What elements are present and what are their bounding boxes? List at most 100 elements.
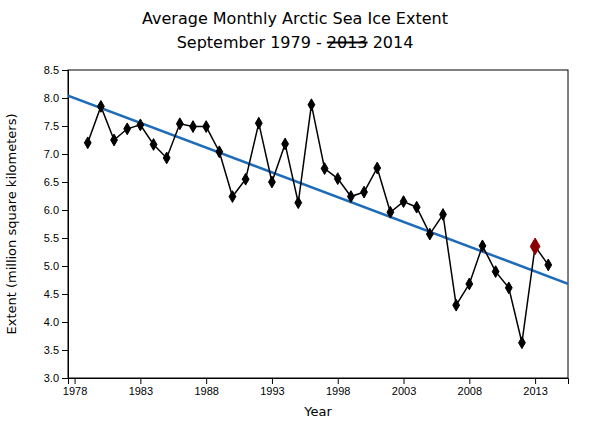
y-axis: 3.0 3.5 4.0 4.5 5.0 5.5 6.0 6.5 7.0 7.5 8.0 8.5	[44, 64, 69, 384]
x-tick: 1998	[326, 378, 350, 397]
data-point	[282, 138, 289, 150]
x-tick-label: 1978	[63, 385, 87, 397]
y-tick-label: 4.5	[44, 288, 59, 300]
x-tick-mark	[535, 378, 536, 384]
subtitle-part: 2013	[327, 33, 368, 52]
data-point	[97, 101, 104, 113]
data-point	[163, 152, 170, 164]
data-point	[203, 121, 210, 133]
data-point	[347, 191, 354, 203]
y-tick-mark	[62, 378, 68, 379]
y-tick-label: 8.5	[44, 64, 59, 76]
y-tick-label: 3.0	[44, 372, 59, 384]
subtitle-part: 2014	[368, 33, 414, 52]
x-tick-mark	[469, 378, 470, 384]
trend-line	[68, 96, 568, 284]
x-tick-label: 1988	[194, 385, 218, 397]
y-tick: 8.5	[44, 64, 68, 76]
data-point	[387, 206, 394, 218]
y-tick: 6.5	[44, 176, 68, 188]
data-point	[505, 282, 512, 294]
y-tick: 7.5	[44, 120, 68, 132]
y-tick-mark	[62, 294, 68, 295]
data-point	[111, 134, 118, 146]
x-axis-line	[69, 379, 569, 385]
data-point	[269, 176, 276, 188]
x-tick: 1978	[63, 378, 87, 397]
y-tick: 6.0	[44, 204, 68, 216]
x-axis: 19781983198819931998200320082013	[63, 378, 569, 397]
title: Average Monthly Arctic Sea Ice Extent	[142, 9, 448, 28]
subtitle: September 1979 - 2013 2014	[177, 33, 414, 52]
data-point	[334, 173, 341, 185]
data-point	[466, 278, 473, 290]
subtitle-part: September 1979 -	[177, 33, 327, 52]
y-tick-label: 6.0	[44, 204, 59, 216]
x-tick-label: 2013	[523, 385, 547, 397]
x-tick-label: 1998	[326, 385, 350, 397]
y-tick-label: 5.5	[44, 232, 59, 244]
y-tick-mark	[62, 210, 68, 211]
y-tick-label: 7.0	[44, 148, 59, 160]
x-tick: 1993	[260, 378, 284, 397]
data-point	[440, 209, 447, 221]
data-point	[413, 201, 420, 213]
data-point	[453, 299, 460, 311]
data-point	[492, 266, 499, 278]
data-point	[84, 137, 91, 149]
x-tick-label: 1993	[260, 385, 284, 397]
y-tick-mark	[62, 154, 68, 155]
x-tick-mark	[272, 378, 273, 384]
x-tick-mark	[404, 378, 405, 384]
y-tick: 4.0	[44, 316, 68, 328]
data-point	[124, 123, 131, 135]
y-tick-mark	[62, 70, 68, 71]
data-point	[400, 196, 407, 208]
y-tick: 4.5	[44, 288, 68, 300]
plot: 197819831988199319982003200820133.03.54.…	[44, 64, 569, 397]
y-tick-mark	[62, 322, 68, 323]
x-tick: 2008	[458, 378, 482, 397]
data-point	[479, 240, 486, 252]
y-tick-mark	[62, 182, 68, 183]
plot-frame	[68, 70, 568, 378]
y-tick-label: 4.0	[44, 316, 59, 328]
y-tick: 7.0	[44, 148, 68, 160]
data-point	[321, 163, 328, 175]
x-tick-mark	[206, 378, 207, 384]
x-tick-label: 2008	[458, 385, 482, 397]
data-point	[176, 118, 183, 130]
data-point	[229, 191, 236, 203]
y-tick: 5.0	[44, 260, 68, 272]
y-tick-mark	[62, 266, 68, 267]
y-tick: 5.5	[44, 232, 68, 244]
data-point	[426, 228, 433, 240]
chart: Average Monthly Arctic Sea Ice Extent Sep…	[0, 0, 590, 426]
y-tick-label: 6.5	[44, 176, 59, 188]
x-tick: 2003	[392, 378, 416, 397]
x-tick: 2013	[523, 378, 547, 397]
y-tick-mark	[62, 350, 68, 351]
y-tick: 8.0	[44, 92, 68, 104]
data-line	[88, 105, 549, 343]
data-point	[519, 337, 526, 349]
data-point	[150, 139, 157, 151]
marks	[68, 96, 568, 349]
y-axis-title: Extent (million square kilometers)	[4, 113, 19, 334]
y-tick: 3.5	[44, 344, 68, 356]
data-point	[137, 119, 144, 131]
x-tick: 1988	[194, 378, 218, 397]
data-point	[255, 117, 262, 129]
x-tick-label: 2003	[392, 385, 416, 397]
data-point	[190, 121, 197, 133]
y-tick-label: 3.5	[44, 344, 59, 356]
y-tick: 3.0	[44, 372, 68, 384]
data-point	[361, 186, 368, 198]
x-tick-mark	[338, 378, 339, 384]
data-point	[242, 173, 249, 185]
data-point	[216, 146, 223, 158]
data-point	[374, 162, 381, 174]
y-tick-mark	[62, 126, 68, 127]
x-tick-mark	[140, 378, 141, 384]
data-point	[545, 259, 552, 271]
